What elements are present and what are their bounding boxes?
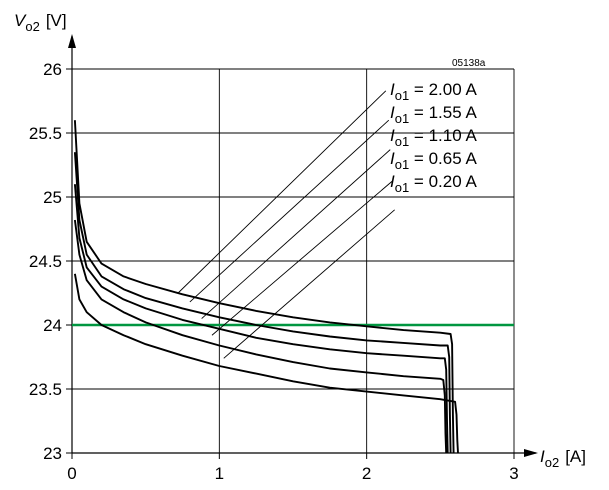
y-axis-symbol: V: [14, 11, 27, 30]
legend-value-1: = 1.55 A: [409, 103, 477, 122]
y-axis-label: Vo2 [V]: [14, 11, 67, 34]
figure-code: 05138a: [452, 58, 486, 69]
x-tick-label-2: 2: [362, 464, 371, 483]
legend-value-0: = 2.00 A: [409, 80, 477, 99]
y-axis-arrow: [68, 34, 76, 48]
x-axis-label: Io2 [A]: [540, 447, 586, 470]
legend-label-1: Io1 = 1.55 A: [390, 103, 477, 126]
y-tick-label-0: 23: [43, 444, 62, 463]
x-axis-symbol: I: [540, 447, 545, 466]
leader-line-0: [177, 90, 387, 294]
legend-symbol-3: I: [390, 149, 395, 168]
legend-symbol-2: I: [390, 126, 395, 145]
legend-label-0: Io1 = 2.00 A: [390, 80, 477, 103]
series-line-4: [73, 273, 459, 454]
y-axis-unit: [V]: [46, 11, 67, 30]
x-tick-label-1: 1: [215, 464, 224, 483]
y-tick-label-1: 23.5: [29, 380, 62, 399]
series-line-1: [73, 152, 452, 454]
legend-label-2: Io1 = 1.10 A: [390, 126, 477, 149]
x-axis-arrow: [524, 449, 538, 457]
leader-line-2: [201, 149, 391, 319]
legend-value-3: = 0.65 A: [409, 149, 477, 168]
legend-label-4: Io1 = 0.20 A: [390, 172, 477, 195]
x-axis-subscript: o2: [545, 455, 559, 470]
y-axis-subscript: o2: [25, 19, 39, 34]
legend-label-3: Io1 = 0.65 A: [390, 149, 477, 172]
series-line-3: [73, 219, 448, 454]
legend-symbol-4: I: [390, 172, 395, 191]
legend-value-2: = 1.10 A: [409, 126, 477, 145]
legend-subscript-1: o1: [395, 111, 409, 126]
legend-symbol-0: I: [390, 80, 395, 99]
leader-line-3: [211, 180, 394, 336]
series-curves: [73, 120, 459, 454]
y-tick-label-3: 24.5: [29, 252, 62, 271]
series-line-2: [73, 184, 449, 454]
x-tick-label-3: 3: [509, 464, 518, 483]
x-tick-label-0: 0: [67, 464, 76, 483]
legend-subscript-4: o1: [395, 180, 409, 195]
y-tick-label-6: 26: [43, 60, 62, 79]
y-tick-label-4: 25: [43, 188, 62, 207]
x-axis-unit: [A]: [565, 447, 586, 466]
legend-subscript-0: o1: [395, 88, 409, 103]
legend-symbol-1: I: [390, 103, 395, 122]
leader-lines: [177, 90, 395, 359]
legend-subscript-2: o1: [395, 134, 409, 149]
leader-line-4: [223, 209, 395, 359]
legend-subscript-3: o1: [395, 157, 409, 172]
y-tick-label-2: 24: [43, 316, 62, 335]
legend-value-4: = 0.20 A: [409, 172, 477, 191]
leader-line-1: [189, 119, 390, 303]
axes: [68, 34, 538, 457]
y-tick-label-5: 25.5: [29, 124, 62, 143]
